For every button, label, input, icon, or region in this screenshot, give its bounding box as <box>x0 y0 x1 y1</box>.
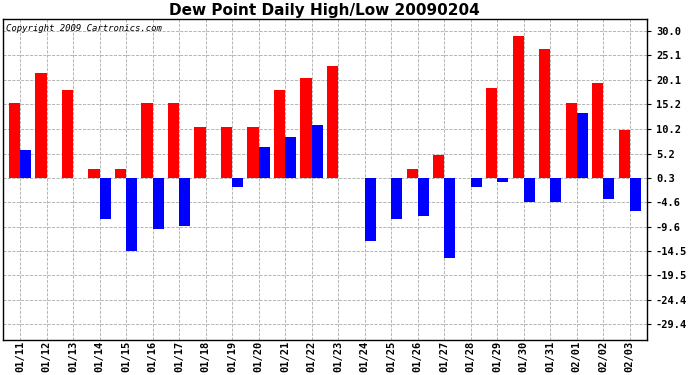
Bar <box>391 178 402 219</box>
Bar <box>497 178 509 182</box>
Bar <box>35 73 46 178</box>
Bar <box>232 178 243 187</box>
Bar <box>20 150 31 178</box>
Bar <box>444 178 455 258</box>
Bar <box>221 128 232 178</box>
Bar <box>168 103 179 178</box>
Bar <box>115 170 126 178</box>
Bar <box>88 170 99 178</box>
Bar <box>524 178 535 202</box>
Bar <box>179 178 190 226</box>
Bar <box>433 154 444 178</box>
Bar <box>592 83 603 178</box>
Bar <box>285 137 296 178</box>
Bar <box>539 48 550 178</box>
Bar <box>550 178 562 202</box>
Bar <box>99 178 110 219</box>
Bar <box>486 88 497 178</box>
Bar <box>62 90 73 178</box>
Bar <box>141 103 152 178</box>
Bar <box>126 178 137 251</box>
Bar <box>9 103 20 178</box>
Bar <box>195 128 206 178</box>
Bar <box>406 170 417 178</box>
Bar <box>364 178 376 241</box>
Bar <box>300 78 312 178</box>
Bar <box>259 147 270 178</box>
Bar <box>630 178 641 212</box>
Bar <box>327 66 338 178</box>
Bar <box>566 103 577 178</box>
Bar <box>513 36 524 178</box>
Bar <box>274 90 285 178</box>
Bar <box>312 125 323 178</box>
Bar <box>603 178 614 199</box>
Bar <box>471 178 482 187</box>
Bar <box>417 178 428 216</box>
Bar <box>618 130 630 178</box>
Bar <box>248 128 259 178</box>
Bar <box>577 112 588 178</box>
Title: Dew Point Daily High/Low 20090204: Dew Point Daily High/Low 20090204 <box>170 3 480 18</box>
Bar <box>152 178 164 229</box>
Text: Copyright 2009 Cartronics.com: Copyright 2009 Cartronics.com <box>6 24 162 33</box>
